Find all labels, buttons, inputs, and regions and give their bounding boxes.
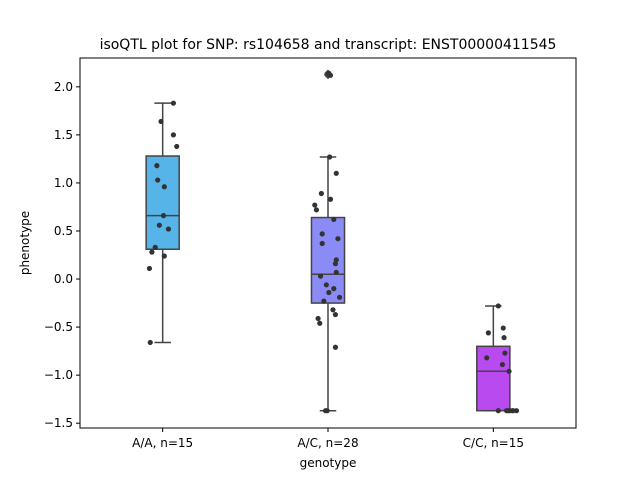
data-point <box>484 355 490 361</box>
x-tick-label: A/C, n=28 <box>297 436 358 450</box>
data-point <box>336 294 343 300</box>
x-tick-label: A/A, n=15 <box>132 436 193 450</box>
data-point <box>160 213 167 219</box>
y-tick-label: 2.0 <box>54 80 73 94</box>
data-point <box>505 408 511 414</box>
data-point <box>495 303 501 309</box>
data-point <box>170 132 177 138</box>
data-point <box>156 222 162 228</box>
y-axis-label: phenotype <box>18 211 32 275</box>
data-point <box>502 350 508 356</box>
data-point <box>327 154 333 160</box>
data-point <box>509 408 515 414</box>
y-tick-label: −1.0 <box>44 368 73 382</box>
data-point <box>158 118 164 125</box>
y-tick-label: 0.5 <box>54 224 73 238</box>
data-point <box>161 184 167 190</box>
data-point <box>330 307 336 313</box>
box <box>145 155 180 250</box>
data-point <box>155 177 161 183</box>
data-point <box>152 244 158 250</box>
y-tick-label: 1.0 <box>54 176 73 190</box>
data-point <box>331 286 337 292</box>
data-point <box>499 361 506 368</box>
data-point <box>485 330 491 336</box>
data-point <box>318 190 324 197</box>
data-point <box>165 226 172 232</box>
data-point <box>147 339 153 346</box>
data-point <box>326 289 332 296</box>
data-point <box>317 273 324 279</box>
data-point <box>170 100 177 106</box>
data-point <box>312 202 318 208</box>
data-point <box>500 325 506 331</box>
chart-title: isoQTL plot for SNP: rs104658 and transc… <box>100 37 557 53</box>
data-point <box>332 261 339 267</box>
data-point <box>331 216 337 223</box>
data-point <box>506 368 512 374</box>
data-point <box>333 170 339 176</box>
box <box>476 345 511 412</box>
data-point <box>161 253 167 259</box>
data-point <box>323 282 329 288</box>
data-point <box>513 408 520 414</box>
data-point <box>174 143 180 150</box>
data-point <box>319 231 325 237</box>
x-tick-label: C/C, n=15 <box>463 436 524 450</box>
data-point <box>333 269 339 275</box>
plot-area <box>145 69 520 414</box>
data-point <box>495 408 501 414</box>
data-point <box>154 163 160 169</box>
data-point <box>146 265 153 272</box>
y-tick-label: 1.5 <box>54 128 73 142</box>
data-point <box>326 70 332 76</box>
data-point <box>317 320 323 326</box>
data-point <box>327 196 334 202</box>
data-point <box>324 408 330 414</box>
data-point <box>313 207 320 213</box>
data-point <box>149 249 155 255</box>
x-axis-label: genotype <box>300 456 357 470</box>
x-axis: A/A, n=15 A/C, n=28 C/C, n=15 <box>132 428 524 450</box>
data-point <box>315 315 321 322</box>
y-tick-label: −0.5 <box>44 320 73 334</box>
y-axis: −1.5 −1.0 −0.5 0.0 0.5 1.0 1.5 2.0 <box>44 80 80 430</box>
data-point <box>319 240 325 247</box>
data-point <box>332 344 339 350</box>
y-tick-label: 0.0 <box>54 272 73 286</box>
box <box>310 216 346 304</box>
data-point <box>501 335 507 341</box>
data-point <box>332 311 339 318</box>
data-point <box>321 298 327 304</box>
y-tick-label: −1.5 <box>44 416 73 430</box>
data-point <box>335 236 341 242</box>
